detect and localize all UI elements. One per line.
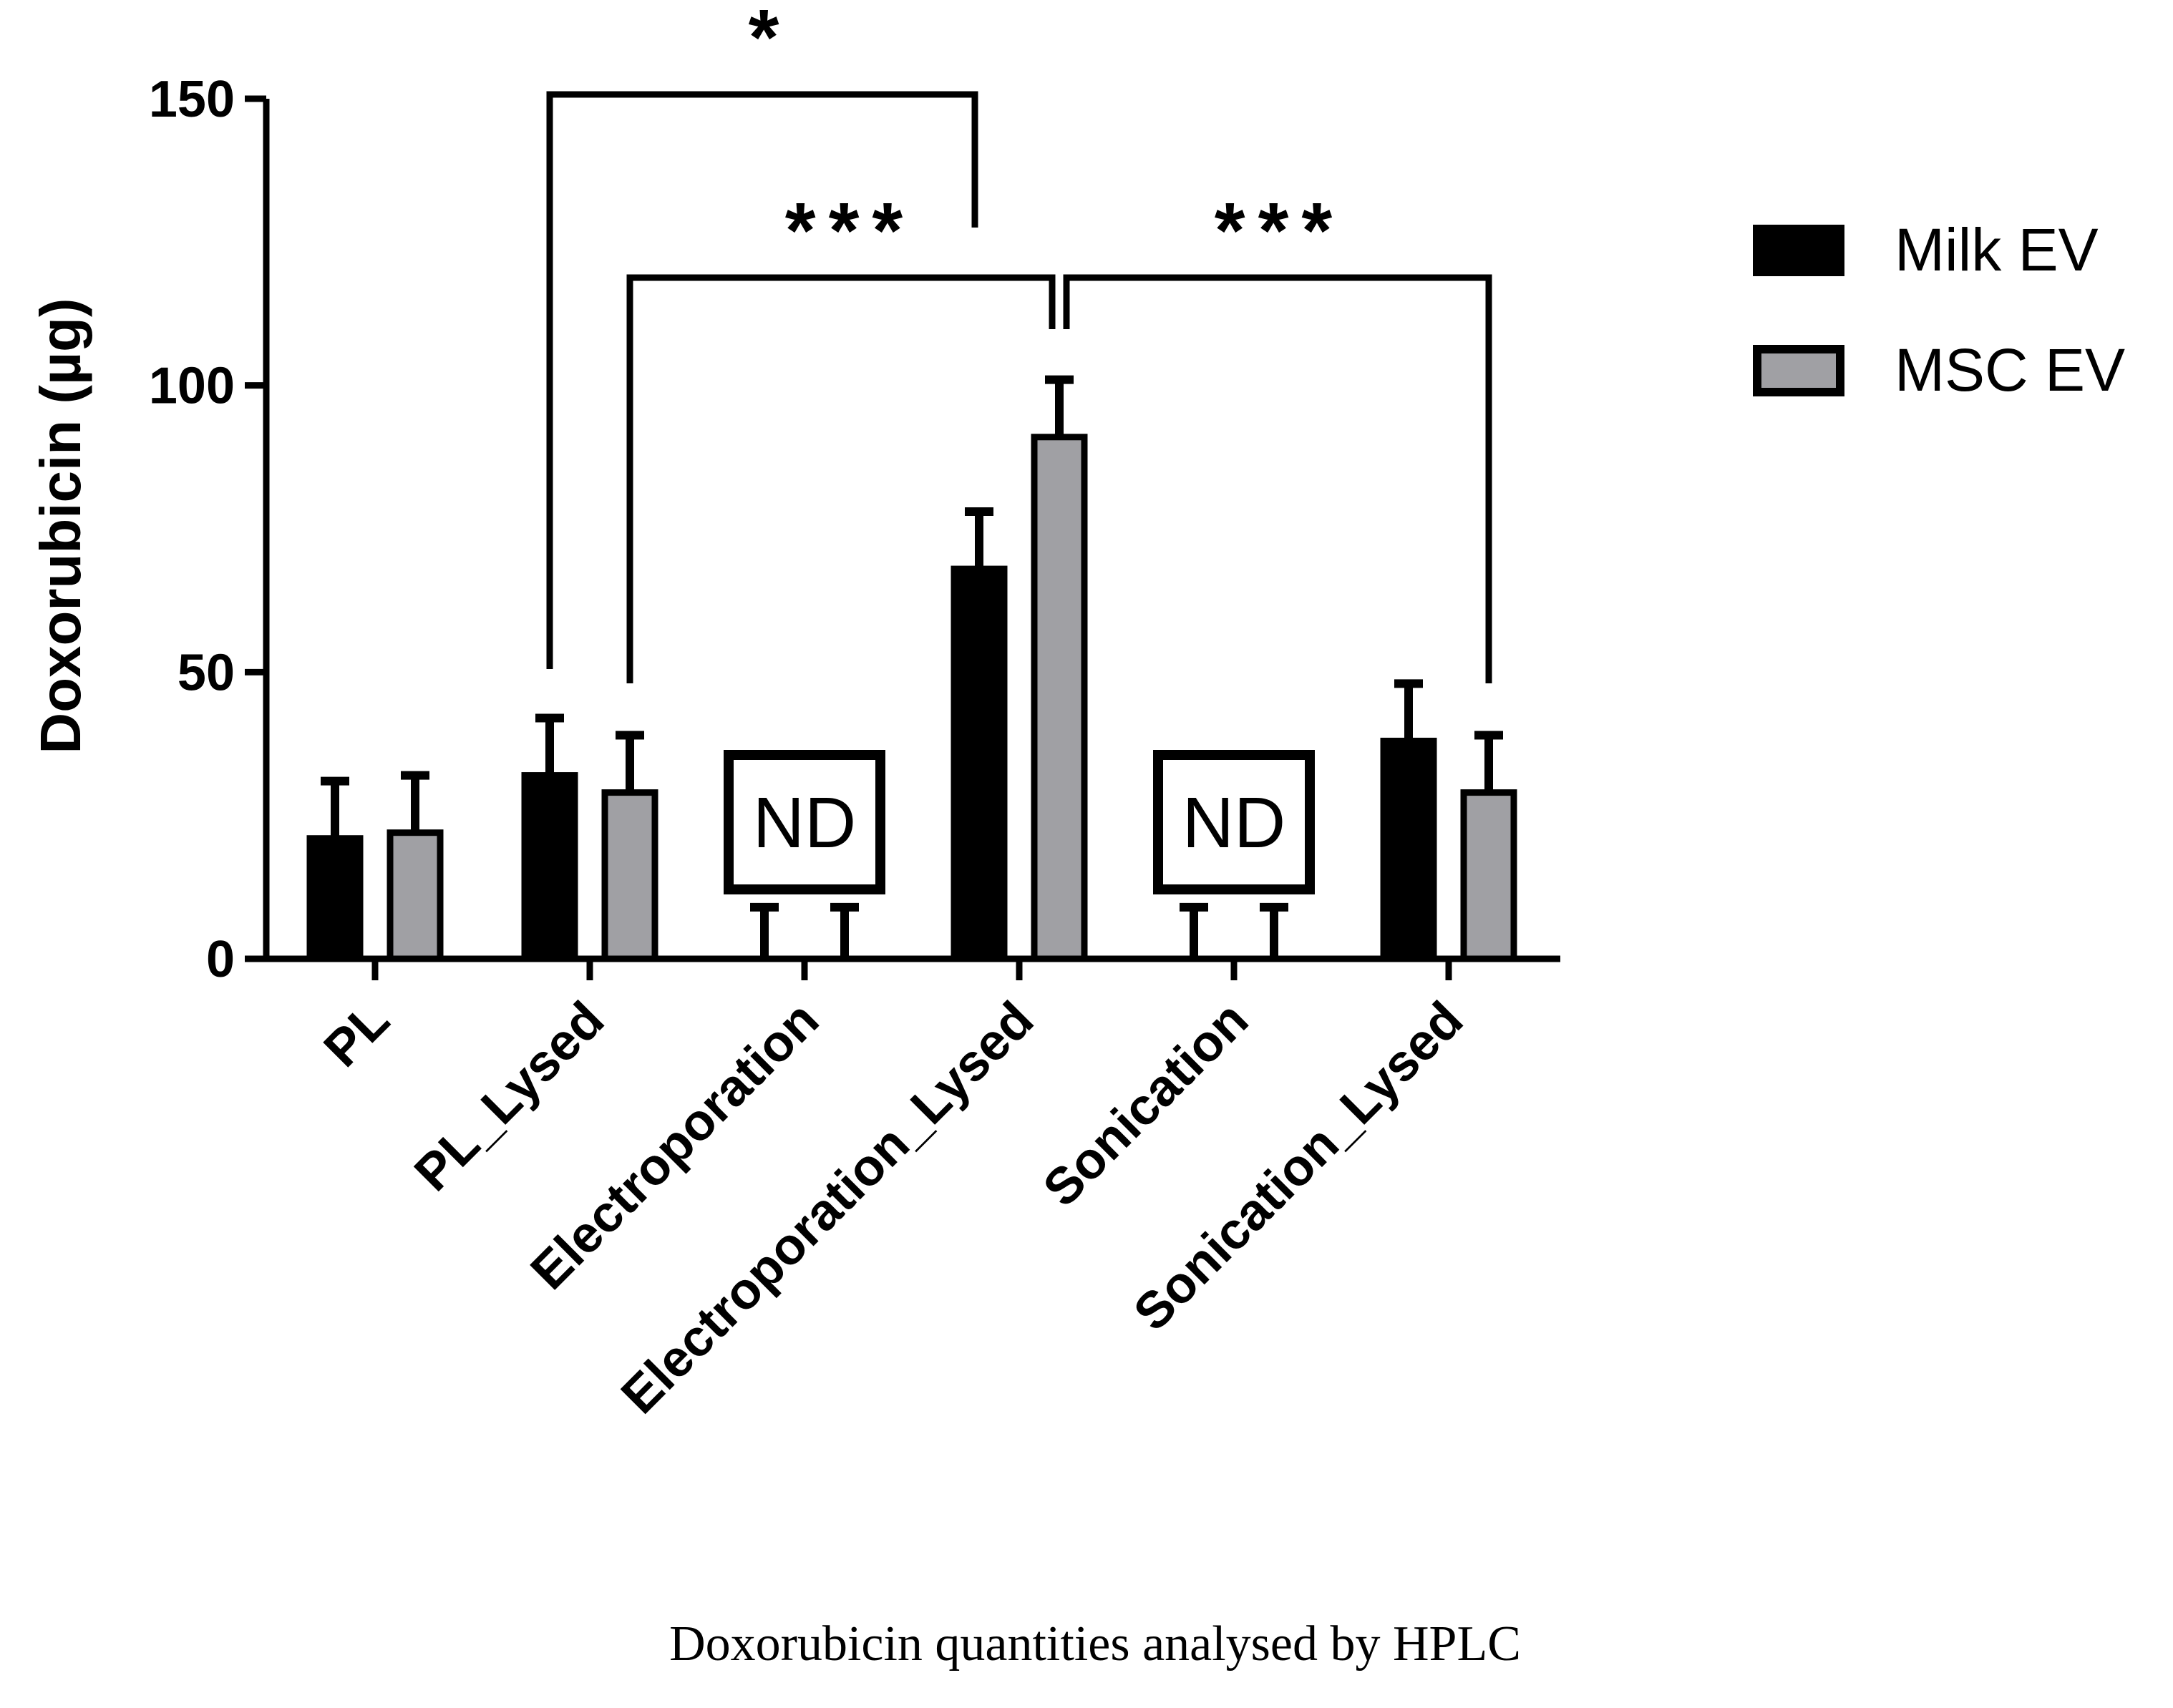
legend: Milk EV MSC EV bbox=[1753, 216, 2125, 404]
bars bbox=[306, 375, 1517, 962]
bar bbox=[306, 835, 364, 962]
nd-box bbox=[1153, 750, 1315, 894]
significance-label: * bbox=[749, 0, 792, 82]
y-tick-label: 0 bbox=[206, 931, 235, 988]
y-tick-label: 100 bbox=[149, 358, 235, 415]
bar bbox=[521, 772, 578, 962]
bar bbox=[601, 789, 658, 962]
annotations: ND ND**** *** bbox=[546, 0, 1492, 894]
bar bbox=[387, 829, 444, 962]
x-tick-label: Electroporation_Lysed bbox=[611, 991, 1044, 1425]
nd-label: ND bbox=[1182, 783, 1285, 863]
x-tick-label: PL_Lysed bbox=[404, 991, 615, 1202]
bar bbox=[1460, 789, 1517, 962]
legend-label: Milk EV bbox=[1895, 216, 2099, 283]
y-tick-label: 150 bbox=[149, 71, 235, 128]
legend-swatch bbox=[1753, 345, 1844, 396]
bar bbox=[951, 565, 1008, 962]
y-axis-label: Doxorubicin (µg) bbox=[29, 298, 92, 753]
x-tick-label: Sonication bbox=[1033, 991, 1260, 1218]
bar bbox=[1031, 434, 1088, 962]
figure-caption: Doxorubicin quantities analysed by HPLC bbox=[669, 1616, 1521, 1672]
significance-bracket bbox=[546, 91, 978, 669]
x-tick-label: PL bbox=[313, 991, 401, 1078]
significance-bracket bbox=[626, 274, 1056, 683]
y-tick-label: 50 bbox=[178, 644, 235, 701]
significance-label: *** bbox=[785, 187, 915, 275]
bar bbox=[1380, 737, 1437, 962]
significance-label: *** bbox=[1215, 187, 1345, 275]
legend-swatch bbox=[1753, 225, 1844, 276]
significance-bracket bbox=[1063, 274, 1492, 683]
nd-box bbox=[724, 750, 885, 894]
nd-label: ND bbox=[753, 783, 856, 863]
legend-label: MSC EV bbox=[1895, 336, 2125, 404]
